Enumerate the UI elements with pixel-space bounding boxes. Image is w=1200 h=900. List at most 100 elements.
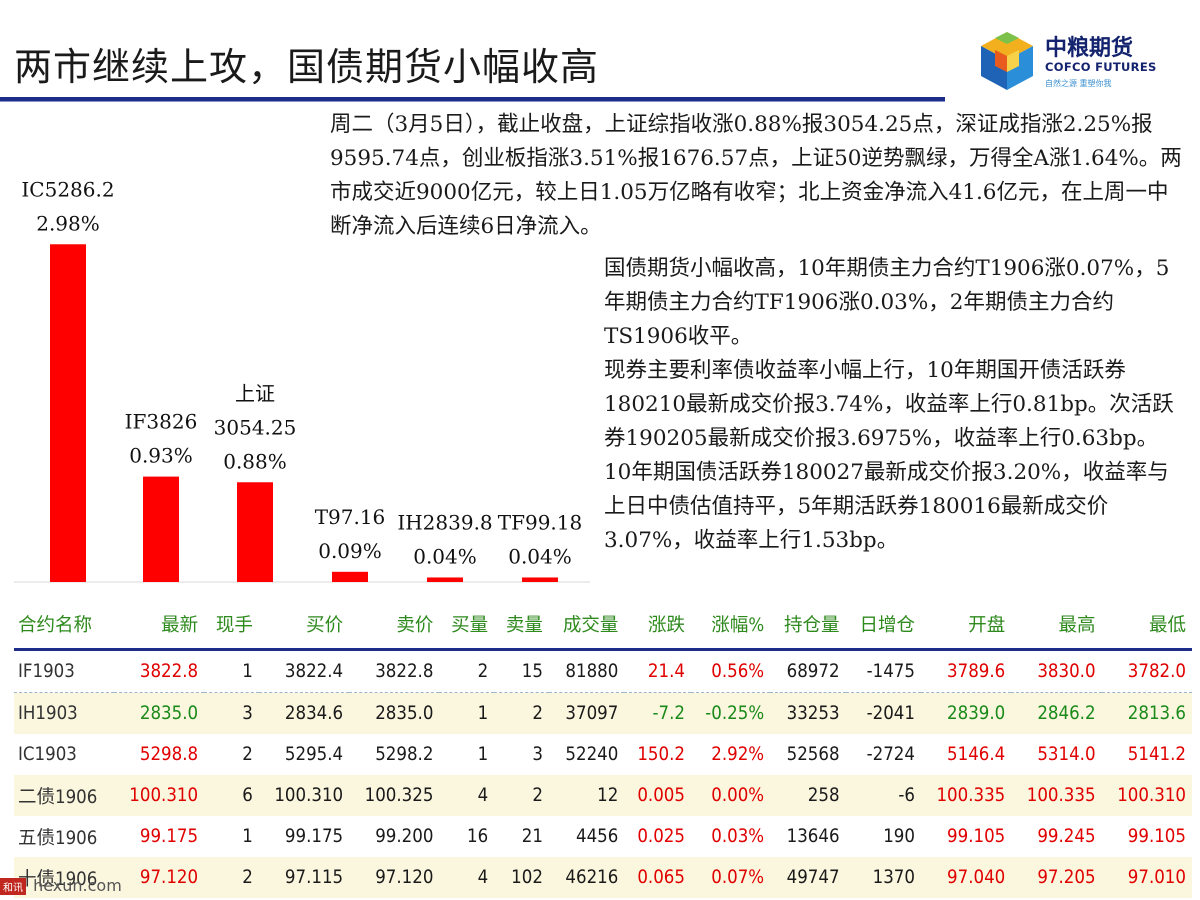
table-cell: 52240 — [548, 734, 625, 775]
table-cell: 5295.4 — [258, 734, 350, 775]
table-row[interactable]: IC1903 5298.8 2 5295.4 5298.2 1 3 52240 150.2 2.9… — [14, 734, 1192, 775]
market-summary: 周二（3月5日），截止收盘，上证综指收涨0.88%报3054.25点，深证成指涨… — [330, 112, 1182, 239]
column-header: 日增仓 — [845, 600, 921, 651]
table-cell: 13646 — [770, 816, 846, 857]
cube-logo-icon — [981, 32, 1033, 90]
table-cell: 2 — [204, 857, 259, 898]
table-row[interactable]: 十债1906 97.120 2 97.115 97.120 4 102 46216 0.065 0… — [14, 857, 1192, 898]
column-header: 最高 — [1011, 600, 1102, 651]
futures-quote-table: 合约名称 最新 现手 买价 卖价 买量 卖量 成交量 涨跌 涨幅% 持仓量 日增仓 开盘 最高 最低 IF1… — [14, 600, 1192, 898]
bar-label: T97.16 — [315, 505, 386, 529]
table-cell: 6 — [204, 775, 259, 816]
column-header: 卖价 — [349, 600, 440, 651]
table-cell: 2835.0 — [113, 692, 205, 734]
table-cell: -2724 — [845, 734, 921, 775]
title-underline-thin — [0, 101, 945, 102]
table-cell: 97.120 — [113, 857, 205, 898]
table-cell: 5298.8 — [113, 734, 205, 775]
hexun-site: hexun.com — [33, 876, 122, 895]
table-cell: 99.175 — [258, 816, 350, 857]
table-cell: 0.56% — [690, 649, 771, 693]
table-cell: 0.005 — [624, 775, 691, 816]
table-cell: 99.105 — [920, 816, 1012, 857]
column-header: 买量 — [439, 600, 495, 651]
table-cell: 2.92% — [690, 734, 771, 775]
column-header: 持仓量 — [770, 600, 846, 651]
table-cell: 4 — [439, 775, 495, 816]
bar-label: 0.93% — [129, 444, 193, 468]
table-cell: 1 — [439, 734, 495, 775]
table-cell: 21 — [494, 816, 549, 857]
table-cell: 97.115 — [258, 857, 350, 898]
cofco-logo: 中粮期货 COFCO FUTURES 自然之源 重塑你我 — [975, 26, 1180, 96]
table-cell: 4456 — [548, 816, 625, 857]
bar-label: 0.88% — [223, 449, 287, 473]
table-cell: 2 — [494, 775, 549, 816]
table-cell: 97.040 — [920, 857, 1012, 898]
table-cell: 3789.6 — [920, 649, 1012, 693]
table-cell: 3822.4 — [258, 649, 350, 693]
table-cell: 0.065 — [624, 857, 691, 898]
column-header: 现手 — [204, 600, 259, 651]
table-cell: 46216 — [548, 857, 625, 898]
table-cell: -6 — [845, 775, 921, 816]
bar-label: IC5286.2 — [21, 177, 114, 201]
table-row[interactable]: 二债1906 100.310 6 100.310 100.325 4 2 12 0.005 0.0… — [14, 775, 1192, 816]
bar-IF — [143, 476, 179, 582]
column-header: 合约名称 — [14, 600, 114, 651]
index-change-bar-chart: IC5286.2 2.98% IF3826 0.93% 上证 3054.25 0.88% T9… — [14, 177, 590, 583]
table-cell: 2839.0 — [920, 692, 1012, 734]
table-cell: -0.25% — [690, 692, 771, 734]
table-cell: 0.03% — [690, 816, 771, 857]
table-cell: 100.310 — [1101, 775, 1192, 816]
bar-上证 — [237, 482, 273, 582]
table-cell: 100.325 — [349, 775, 440, 816]
title-underline — [0, 97, 945, 101]
table-cell: 190 — [845, 816, 921, 857]
bar-label: IH2839.8 — [397, 510, 492, 534]
table-cell: 100.335 — [920, 775, 1012, 816]
table-row[interactable]: 五债1906 99.175 1 99.175 99.200 16 21 4456 0.025 0.… — [14, 816, 1192, 857]
table-cell: 十债1906 — [14, 857, 114, 898]
table-cell: 3830.0 — [1011, 649, 1102, 693]
bar-label: 3054.25 — [214, 415, 297, 439]
table-cell: 1 — [204, 649, 259, 693]
table-cell: 258 — [770, 775, 846, 816]
table-cell: 100.335 — [1011, 775, 1102, 816]
table-cell: IH1903 — [14, 692, 114, 734]
table-cell: 97.010 — [1101, 857, 1192, 898]
table-header-row: 合约名称 最新 现手 买价 卖价 买量 卖量 成交量 涨跌 涨幅% 持仓量 日增仓 开盘 最高 最低 — [14, 600, 1192, 651]
table-cell: 1 — [439, 692, 495, 734]
table-cell: 68972 — [770, 649, 846, 693]
column-header: 最新 — [113, 600, 205, 651]
column-header: 卖量 — [494, 600, 549, 651]
table-cell: -2041 — [845, 692, 921, 734]
table-row[interactable]: IH1903 2835.0 3 2834.6 2835.0 1 2 37097 -7.2 -0.2… — [14, 692, 1192, 734]
table-cell: 1370 — [845, 857, 921, 898]
table-cell: -1475 — [845, 649, 921, 693]
logo-chinese-name: 中粮期货 — [1045, 36, 1134, 61]
column-header: 成交量 — [548, 600, 625, 651]
table-cell: 五债1906 — [14, 816, 114, 857]
table-cell: 5298.2 — [349, 734, 440, 775]
table-cell: 3 — [494, 734, 549, 775]
table-cell: 0.025 — [624, 816, 691, 857]
table-cell: -7.2 — [624, 692, 691, 734]
table-cell: 3822.8 — [349, 649, 440, 693]
table-cell: 5314.0 — [1011, 734, 1102, 775]
table-cell: 150.2 — [624, 734, 691, 775]
table-cell: 1 — [204, 816, 259, 857]
table-cell: 21.4 — [624, 649, 691, 693]
bond-futures-line: 国债期货小幅收高，10年期债主力合约T1906涨0.07%，5年期债主力合约TF… — [604, 256, 1170, 349]
table-cell: 97.205 — [1011, 857, 1102, 898]
logo-slogan: 自然之源 重塑你我 — [1045, 79, 1112, 88]
table-cell: 16 — [439, 816, 495, 857]
bar-IH — [427, 577, 463, 582]
table-cell: 2 — [204, 734, 259, 775]
hexun-badge: 和讯 — [0, 878, 26, 895]
table-row[interactable]: IF1903 3822.8 1 3822.4 3822.8 2 15 81880 21.4 0.5… — [14, 649, 1192, 693]
table-cell: 4 — [439, 857, 495, 898]
table-cell: 102 — [494, 857, 549, 898]
table-cell: 2846.2 — [1011, 692, 1102, 734]
bar-label: 0.04% — [508, 544, 572, 568]
